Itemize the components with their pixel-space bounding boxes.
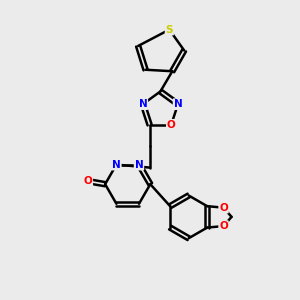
- Text: O: O: [219, 221, 228, 231]
- Text: N: N: [139, 99, 147, 109]
- Text: O: O: [167, 120, 176, 130]
- Text: N: N: [135, 160, 143, 170]
- Text: O: O: [83, 176, 92, 186]
- Text: S: S: [166, 25, 173, 34]
- Text: O: O: [219, 203, 228, 213]
- Text: N: N: [112, 160, 121, 170]
- Text: N: N: [174, 99, 182, 109]
